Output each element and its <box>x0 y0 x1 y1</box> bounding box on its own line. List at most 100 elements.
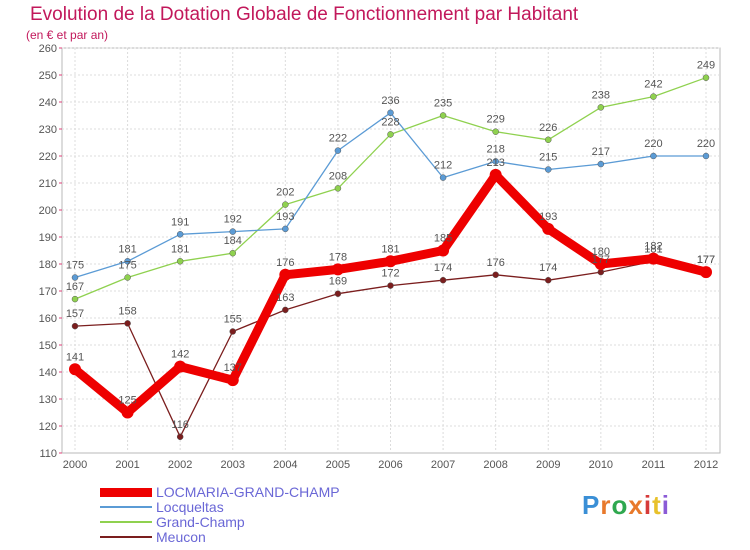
logo-letter: x <box>628 490 644 520</box>
data-label-locmaria-grand-champ-2000: 141 <box>66 351 84 363</box>
point-grand-champ-2007 <box>439 112 447 119</box>
data-label-locqueltas-2010: 217 <box>592 146 610 158</box>
legend-label-grand-champ: Grand-Champ <box>156 514 245 530</box>
point-meucon-2003 <box>229 328 236 335</box>
point-locmaria-grand-champ-2003 <box>226 374 239 387</box>
point-grand-champ-2002 <box>176 258 184 265</box>
logo-letter: P <box>582 490 601 520</box>
x-tick-label-2003: 2003 <box>221 459 245 471</box>
point-locqueltas-2010 <box>597 160 605 168</box>
data-label-locmaria-grand-champ-2008: 213 <box>486 157 504 169</box>
point-locmaria-grand-champ-2001 <box>121 406 134 419</box>
legend-item-locqueltas: Locqueltas <box>100 499 224 515</box>
point-grand-champ-2008 <box>492 128 499 135</box>
x-tick-label-2002: 2002 <box>168 459 192 471</box>
y-tick-label-150: 150 <box>39 340 57 352</box>
series-locqueltas <box>71 109 710 281</box>
point-grand-champ-2011 <box>650 93 657 100</box>
y-tick-label-240: 240 <box>39 97 57 109</box>
point-meucon-2007 <box>439 276 447 284</box>
logo-letter: t <box>652 490 662 520</box>
point-meucon-2005 <box>334 290 342 297</box>
point-locmaria-grand-champ-2006 <box>384 255 397 268</box>
data-label-locmaria-grand-champ-2003: 137 <box>224 362 242 374</box>
point-locmaria-grand-champ-2000 <box>69 363 81 376</box>
y-tick-label-110: 110 <box>39 448 57 460</box>
point-locqueltas-2000 <box>71 274 79 281</box>
point-locqueltas-2008 <box>492 158 499 165</box>
point-meucon-2002 <box>176 433 184 441</box>
data-label-grand-champ-2012: 249 <box>697 60 715 72</box>
logo-letter: r <box>600 490 612 520</box>
x-tick-label-2010: 2010 <box>589 459 613 471</box>
data-label-grand-champ-2010: 238 <box>592 89 610 101</box>
series-locmaria-grand-champ <box>69 168 712 419</box>
proxiti-logo: Proxiti <box>582 490 670 521</box>
data-label-grand-champ-2008: 229 <box>486 114 504 126</box>
point-locqueltas-2007 <box>439 174 447 181</box>
data-label-locqueltas-2006: 236 <box>381 95 399 107</box>
x-tick-label-2006: 2006 <box>378 459 402 471</box>
data-label-grand-champ-2004: 202 <box>276 187 294 199</box>
data-label-locmaria-grand-champ-2010: 180 <box>592 246 610 258</box>
y-tick-label-200: 200 <box>39 205 57 217</box>
data-label-meucon-2000: 157 <box>66 308 84 320</box>
chart-title: Evolution de la Dotation Globale de Fonc… <box>30 4 579 25</box>
point-locqueltas-2011 <box>650 152 657 160</box>
point-locmaria-grand-champ-2005 <box>331 263 344 276</box>
point-grand-champ-2010 <box>597 104 605 111</box>
y-tick-label-260: 260 <box>39 43 57 55</box>
data-label-locqueltas-2005: 222 <box>329 133 347 145</box>
data-label-locqueltas-2004: 193 <box>276 211 294 223</box>
data-label-grand-champ-2011: 242 <box>644 79 662 91</box>
series-grand-champ <box>71 74 710 303</box>
x-tick-label-2007: 2007 <box>431 459 455 471</box>
data-label-locmaria-grand-champ-2005: 178 <box>329 251 347 263</box>
x-tick-label-2012: 2012 <box>694 459 718 471</box>
point-locqueltas-2006 <box>387 109 394 117</box>
legend-swatch-grand-champ <box>100 521 152 523</box>
logo-letter: o <box>611 490 629 520</box>
point-locqueltas-2002 <box>176 231 184 238</box>
y-tick-label-170: 170 <box>39 286 57 298</box>
point-locmaria-grand-champ-2002 <box>174 360 187 373</box>
series-meucon <box>71 258 710 441</box>
data-label-grand-champ-2009: 226 <box>539 122 557 134</box>
y-tick-label-220: 220 <box>39 151 57 163</box>
point-locmaria-grand-champ-2007 <box>437 244 450 257</box>
legend-swatch-locmaria <box>100 487 152 497</box>
data-label-meucon-2012: 177 <box>697 254 715 266</box>
data-label-locqueltas-2009: 215 <box>539 152 557 164</box>
x-tick-label-2000: 2000 <box>63 459 87 471</box>
point-meucon-2004 <box>282 306 289 314</box>
data-label-locmaria-grand-champ-2004: 176 <box>276 257 294 269</box>
point-grand-champ-2005 <box>334 185 342 192</box>
point-meucon-2008 <box>492 271 499 279</box>
y-tick-label-180: 180 <box>39 259 57 271</box>
point-meucon-2006 <box>387 282 394 289</box>
data-label-locqueltas-2008: 218 <box>486 143 504 155</box>
data-label-locqueltas-2002: 191 <box>171 216 189 228</box>
point-grand-champ-2009 <box>545 136 552 144</box>
data-label-meucon-2008: 176 <box>486 257 504 269</box>
point-locmaria-grand-champ-2012 <box>700 266 712 279</box>
point-locqueltas-2001 <box>124 258 131 265</box>
point-locmaria-grand-champ-2009 <box>542 222 555 235</box>
point-locmaria-grand-champ-2010 <box>594 258 607 270</box>
data-label-grand-champ-2007: 235 <box>434 98 452 110</box>
point-locmaria-grand-champ-2004 <box>279 268 292 281</box>
data-label-grand-champ-2005: 208 <box>329 170 347 182</box>
legend-item-grand-champ: Grand-Champ <box>100 514 245 530</box>
point-locqueltas-2005 <box>334 147 342 154</box>
data-label-grand-champ-2006: 228 <box>381 116 399 128</box>
x-tick-label-2004: 2004 <box>273 459 297 471</box>
data-label-grand-champ-2002: 181 <box>171 243 189 255</box>
x-tick-label-2011: 2011 <box>642 459 666 471</box>
data-label-meucon-2002: 116 <box>171 419 189 431</box>
data-label-locmaria-grand-champ-2002: 142 <box>171 349 189 361</box>
data-label-locmaria-grand-champ-2007: 185 <box>434 233 452 245</box>
data-label-meucon-2010: 177 <box>592 254 610 266</box>
data-label-locmaria-grand-champ-2006: 181 <box>381 243 399 255</box>
data-label-locqueltas-2011: 220 <box>644 138 662 150</box>
data-label-grand-champ-2000: 167 <box>66 281 84 293</box>
